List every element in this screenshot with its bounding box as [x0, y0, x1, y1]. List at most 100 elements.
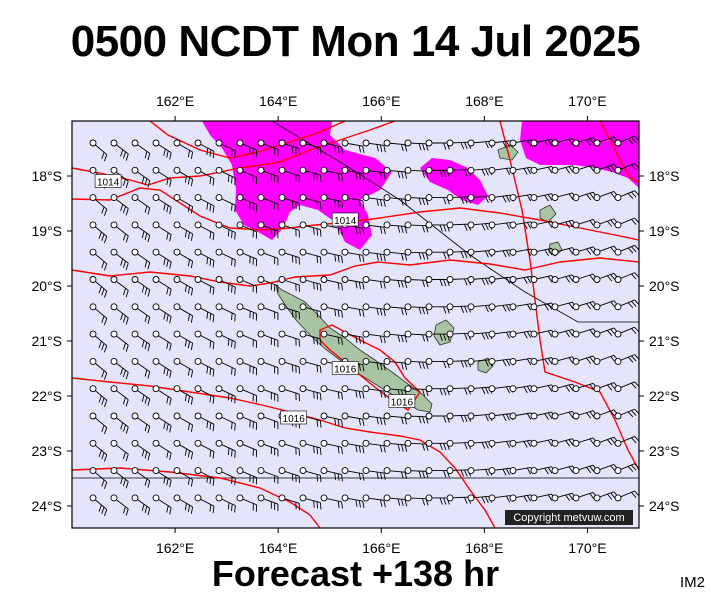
wind-barb — [215, 357, 236, 377]
wind-barb — [341, 467, 365, 481]
wind-barb — [593, 272, 619, 283]
wind-barb — [320, 385, 343, 400]
isobar-label: 1016 — [280, 410, 307, 425]
copyright-text: Copyright metvuw.com — [513, 512, 624, 524]
wind-barb — [425, 248, 450, 259]
wind-barb — [257, 439, 279, 457]
wind-barb — [215, 439, 236, 458]
wind-barb — [446, 412, 472, 423]
wind-barb — [236, 276, 258, 294]
wind-barb — [572, 328, 598, 338]
lon-label-top: 166°E — [362, 93, 400, 109]
wind-barb — [530, 384, 556, 393]
wind-barb — [614, 135, 640, 147]
lon-label-top: 168°E — [465, 93, 503, 109]
wind-barb — [257, 385, 279, 402]
wind-barb — [446, 439, 472, 450]
wind-barb — [152, 357, 172, 379]
wind-barb — [215, 276, 236, 295]
wind-barb — [173, 248, 194, 269]
wind-barb — [194, 303, 215, 323]
wind-barb — [425, 357, 450, 369]
wind-barb — [341, 139, 365, 154]
lat-label-left: 20°S — [31, 278, 62, 294]
wind-barb — [110, 248, 129, 270]
wind-barb — [404, 221, 429, 233]
wind-barb — [551, 492, 577, 502]
wind-barb — [89, 357, 108, 380]
wind-barb — [257, 166, 279, 184]
lat-label-right: 18°S — [649, 168, 680, 184]
wind-barb — [215, 166, 236, 185]
wind-barb — [425, 385, 450, 396]
isobar-line-8 — [71, 467, 321, 529]
wind-barb — [278, 467, 300, 484]
wind-barb — [299, 139, 322, 155]
wind-barb — [89, 248, 108, 271]
wind-barb — [593, 300, 619, 311]
wind-barb — [614, 299, 640, 311]
wind-barb — [236, 139, 258, 157]
wind-barb — [131, 276, 151, 297]
wind-barb — [614, 217, 640, 229]
wind-barb — [257, 412, 279, 430]
wind-barb — [257, 357, 279, 375]
wind-barb — [173, 166, 194, 187]
wind-barb — [131, 439, 151, 461]
wind-barb — [593, 163, 619, 174]
svg-text:1016: 1016 — [334, 365, 357, 376]
wind-barb — [236, 494, 258, 512]
wind-barb — [89, 221, 108, 244]
wind-barb — [614, 190, 640, 202]
isobar-line-7 — [499, 120, 640, 471]
lon-label-bottom: 168°E — [465, 540, 503, 556]
forecast-title: 0500 NCDT Mon 14 Jul 2025 — [70, 17, 641, 66]
wind-barb — [131, 357, 151, 379]
isobar-label: 1014 — [94, 174, 122, 189]
wind-barb — [299, 276, 322, 292]
wind-barb — [404, 357, 429, 369]
wind-barb — [614, 354, 640, 365]
wind-barb — [362, 494, 386, 508]
wind-barb — [131, 139, 151, 161]
wind-barb — [593, 136, 619, 147]
wind-barb — [383, 139, 408, 152]
wind-barb — [89, 139, 108, 162]
wind-barb — [404, 412, 429, 424]
wind-barb — [383, 494, 408, 507]
lat-label-left: 22°S — [31, 388, 62, 404]
wind-barb — [404, 494, 429, 506]
wind-barb — [425, 467, 450, 478]
wind-barb — [131, 385, 151, 406]
wind-barb — [131, 166, 151, 188]
wind-barbs — [89, 135, 640, 517]
wind-barb — [299, 248, 322, 264]
svg-text:1016: 1016 — [283, 414, 306, 425]
wind-barb — [530, 165, 556, 174]
wind-barb — [215, 139, 236, 158]
wind-barb — [236, 194, 258, 212]
isobars — [71, 120, 640, 529]
wind-barb — [551, 192, 577, 202]
wind-barb — [383, 276, 408, 288]
wind-barb — [131, 494, 151, 516]
wind-barb — [131, 412, 151, 434]
wind-barb — [89, 385, 108, 408]
wind-barb — [446, 248, 472, 259]
wind-barb — [320, 494, 343, 509]
wind-barb — [89, 439, 108, 462]
wind-barb — [278, 385, 300, 402]
lat-label-left: 18°S — [31, 168, 62, 184]
wind-barb — [299, 303, 322, 319]
lat-label-left: 19°S — [31, 223, 62, 239]
lat-label-left: 24°S — [31, 498, 62, 514]
lon-label-bottom: 170°E — [568, 540, 606, 556]
wind-barb — [89, 194, 108, 216]
wind-barb — [425, 412, 450, 423]
wind-barb — [341, 412, 365, 427]
wind-barb — [614, 490, 640, 502]
wind-barb — [173, 412, 194, 432]
wind-barb — [194, 248, 215, 268]
isobar-line-9 — [599, 120, 640, 183]
